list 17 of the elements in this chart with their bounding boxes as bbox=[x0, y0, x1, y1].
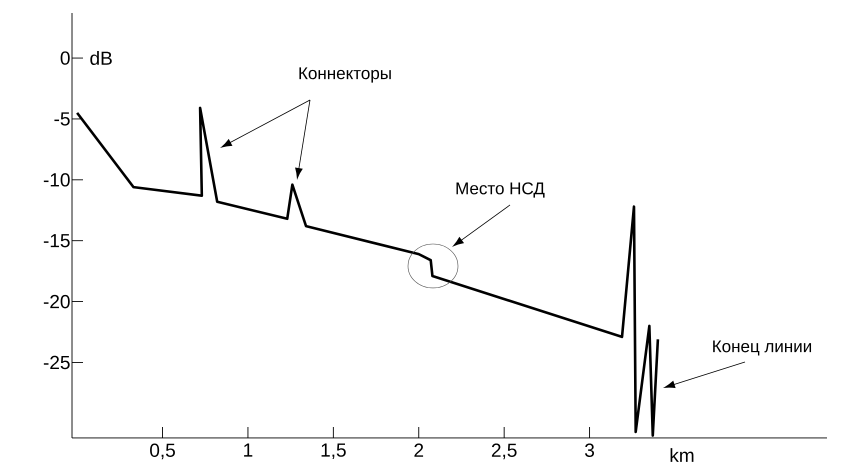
x-tick-label: 1 bbox=[244, 444, 252, 457]
x-axis-title: km bbox=[670, 448, 694, 462]
y-tick-label: -25 bbox=[44, 356, 70, 370]
x-tick-label: 1,5 bbox=[322, 444, 346, 460]
x-tick-label: 3 bbox=[585, 444, 594, 457]
annotation: Место НСД bbox=[456, 182, 545, 198]
y-tick-label: -20 bbox=[44, 294, 70, 308]
x-tick-label: 0,5 bbox=[150, 444, 175, 460]
y-tick-label: -10 bbox=[44, 173, 70, 187]
x-tick-label: 2 bbox=[414, 444, 424, 457]
y-tick-label: -5 bbox=[54, 112, 70, 126]
y-axis-title: dB bbox=[90, 51, 112, 65]
x-tick-label: 2,5 bbox=[492, 444, 517, 460]
annotation: Коннекторы bbox=[299, 67, 391, 83]
y-tick-label: 0 bbox=[60, 51, 70, 65]
annotation: Конец линии bbox=[713, 340, 812, 356]
y-tick-label: -15 bbox=[44, 234, 70, 248]
